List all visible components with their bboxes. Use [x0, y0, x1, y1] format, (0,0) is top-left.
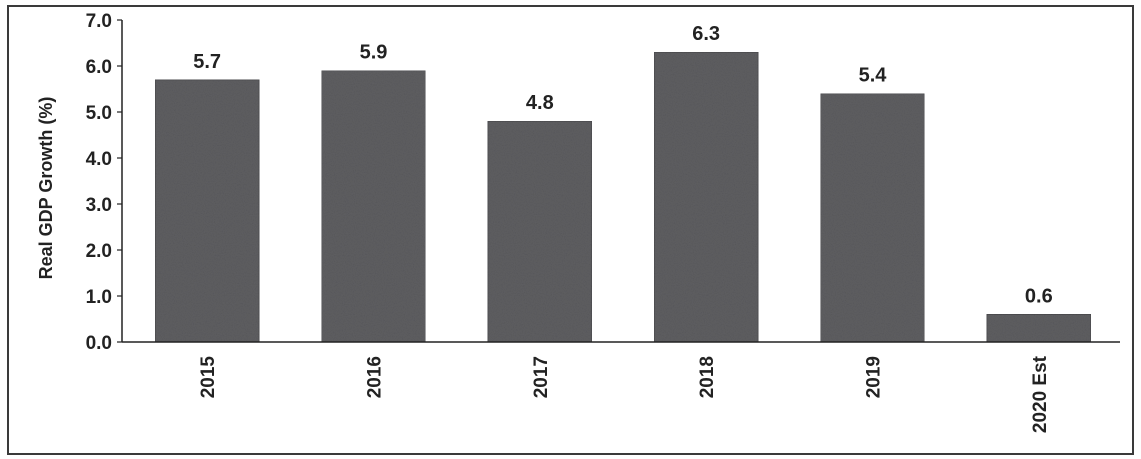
- x-tick-label: 2017: [531, 356, 552, 398]
- y-axis-title-group: Real GDP Growth (%): [36, 97, 56, 280]
- x-axis-labels: 2015 2016 2017 2018 2019 2020 Est: [198, 355, 1051, 433]
- data-labels: 5.7 5.9 4.8 6.3 5.4 0.6: [193, 23, 1052, 307]
- y-axis-title: Real GDP Growth (%): [36, 97, 56, 280]
- y-tick-label: 7.0: [86, 11, 112, 32]
- x-tick-label: 2019: [864, 356, 885, 398]
- y-tick-label: 1.0: [86, 287, 112, 308]
- y-axis-ticks: 0.0 1.0 2.0 3.0 4.0 5.0 6.0 7.0: [86, 11, 122, 354]
- bar-2016: [321, 70, 426, 343]
- y-tick-label: 3.0: [86, 195, 112, 216]
- x-tick-label: 2018: [697, 356, 718, 398]
- data-label: 4.8: [526, 92, 554, 114]
- data-label: 6.3: [692, 23, 720, 45]
- y-tick-label: 0.0: [86, 333, 112, 354]
- y-tick-label: 4.0: [86, 149, 112, 170]
- y-tick-label: 6.0: [86, 57, 112, 78]
- bar-2018: [653, 51, 759, 343]
- data-label: 0.6: [1025, 285, 1053, 307]
- y-tick-label: 5.0: [86, 103, 112, 124]
- y-tick-label: 2.0: [86, 241, 112, 262]
- data-label: 5.9: [360, 42, 388, 64]
- data-label: 5.7: [193, 51, 221, 73]
- x-tick-label: 2016: [365, 356, 386, 398]
- x-tick-label: 2015: [198, 356, 219, 399]
- bar-2015: [154, 79, 260, 343]
- bar-2017: [487, 120, 593, 343]
- data-label: 5.4: [859, 65, 888, 87]
- outer-frame: [7, 5, 1134, 455]
- x-tick-label: 2020 Est: [1030, 355, 1051, 433]
- bars: [154, 51, 1092, 343]
- bar-2020-est: [986, 313, 1092, 343]
- bar-2019: [820, 93, 925, 343]
